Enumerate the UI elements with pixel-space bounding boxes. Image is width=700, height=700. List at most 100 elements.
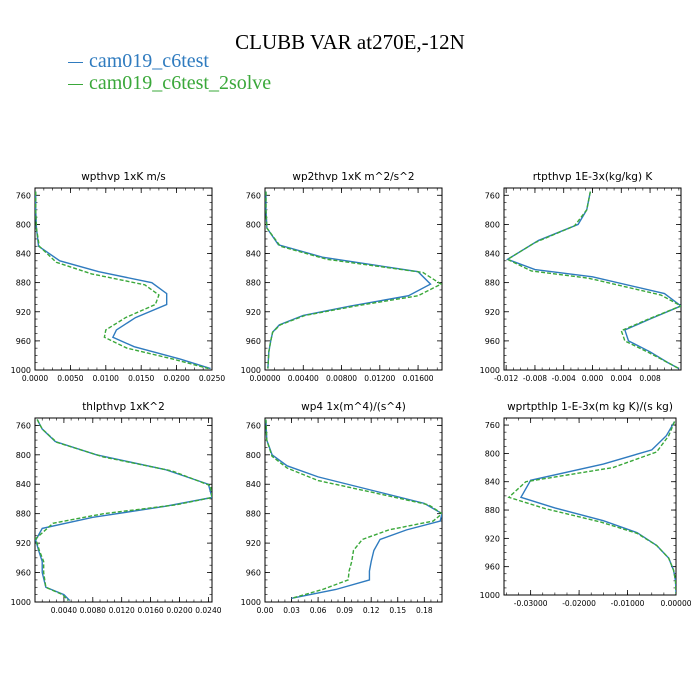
series-line-dashed — [35, 191, 209, 370]
y-tick-label: 800 — [485, 220, 500, 229]
x-tick-label: -0.01000 — [611, 599, 645, 608]
x-tick-label: 0.0100 — [93, 374, 119, 383]
series-line — [506, 191, 681, 370]
y-tick-label: 760 — [16, 421, 31, 430]
chart-panel: wpthvp 1xK m/s76080084088092096010000.00… — [11, 171, 226, 383]
x-tick-label: 0.00400 — [288, 374, 319, 383]
chart-panel: wp4 1x(m^4)/(s^4)76080084088092096010000… — [241, 401, 443, 615]
x-tick-label: 0.0000 — [22, 374, 48, 383]
legend-label: cam019_c6test — [89, 49, 209, 72]
x-tick-label: 0.18 — [416, 606, 433, 615]
x-tick-label: 0.0240 — [195, 606, 221, 615]
y-tick-label: 960 — [485, 337, 500, 346]
series-line-dashed — [265, 191, 442, 369]
series-line — [35, 419, 212, 602]
y-tick-label: 840 — [16, 480, 31, 489]
y-tick-label: 760 — [246, 421, 261, 430]
legend: cam019_c6test cam019_c6test_2solve — [68, 50, 271, 94]
x-tick-label: 0.0080 — [80, 606, 106, 615]
y-tick-label: 840 — [16, 250, 31, 259]
y-tick-label: 920 — [246, 308, 261, 317]
x-tick-label: 0.12 — [363, 606, 380, 615]
x-tick-label: 0.03 — [283, 606, 300, 615]
x-tick-label: 0.008 — [639, 374, 661, 383]
y-tick-label: 880 — [485, 279, 500, 288]
x-tick-label: -0.03000 — [514, 599, 548, 608]
y-tick-label: 920 — [16, 308, 31, 317]
y-tick-label: 880 — [485, 506, 500, 515]
y-tick-label: 1000 — [480, 591, 500, 600]
y-tick-label: 880 — [246, 510, 261, 519]
legend-item: cam019_c6test — [68, 50, 271, 72]
panel-title: thlpthvp 1xK^2 — [82, 401, 165, 413]
x-tick-label: 0.00000 — [660, 599, 691, 608]
x-tick-label: 0.0250 — [199, 374, 225, 383]
x-tick-label: 0.09 — [336, 606, 353, 615]
y-tick-label: 960 — [246, 337, 261, 346]
x-tick-label: 0.0200 — [163, 374, 189, 383]
y-tick-label: 1000 — [241, 598, 261, 607]
y-tick-label: 760 — [16, 191, 31, 200]
x-tick-label: 0.15 — [389, 606, 406, 615]
x-tick-label: 0.0150 — [128, 374, 154, 383]
x-tick-label: -0.012 — [494, 374, 518, 383]
x-tick-label: 0.01200 — [364, 374, 395, 383]
panel-title: rtpthvp 1E-3x(kg/kg) K — [533, 171, 654, 183]
y-tick-label: 840 — [246, 480, 261, 489]
panel-title: wprtpthlp 1-E-3x(m kg K)/(s kg) — [507, 401, 673, 413]
x-tick-label: 0.06 — [310, 606, 327, 615]
panel-title: wpthvp 1xK m/s — [81, 171, 166, 183]
series-line-dashed — [506, 191, 681, 370]
y-tick-label: 880 — [246, 279, 261, 288]
y-tick-label: 920 — [485, 308, 500, 317]
y-tick-label: 960 — [485, 563, 500, 572]
series-line-dashed — [507, 421, 676, 594]
x-tick-label: -0.02000 — [562, 599, 596, 608]
panel-title: wp2thvp 1xK m^2/s^2 — [292, 171, 414, 183]
y-tick-label: 800 — [16, 451, 31, 460]
y-tick-label: 760 — [485, 421, 500, 430]
x-tick-label: 0.004 — [611, 374, 633, 383]
y-tick-label: 880 — [16, 510, 31, 519]
legend-label: cam019_c6test_2solve — [89, 71, 272, 94]
y-tick-label: 840 — [485, 250, 500, 259]
x-tick-label: 0.000 — [582, 374, 604, 383]
series-line-dashed — [35, 419, 212, 602]
y-tick-label: 800 — [246, 451, 261, 460]
chart-panel: wp2thvp 1xK m^2/s^2 760 800 840 880 920 960 100… — [241, 171, 443, 383]
y-tick-label: 800 — [16, 220, 31, 229]
panel-title: wp4 1x(m^4)/(s^4) — [301, 401, 406, 413]
x-tick-label: 0.00000 — [249, 374, 280, 383]
y-tick-label: 960 — [16, 569, 31, 578]
series-line-dashed — [265, 419, 442, 599]
y-tick-label: 800 — [246, 220, 261, 229]
y-tick-label: 1000 — [241, 366, 261, 375]
y-tick-label: 880 — [16, 279, 31, 288]
legend-swatch — [68, 83, 83, 85]
y-tick-label: 760 — [246, 191, 261, 200]
x-tick-label: 0.0040 — [51, 606, 77, 615]
x-tick-label: 0.00 — [257, 606, 274, 615]
x-tick-label: 0.0120 — [109, 606, 135, 615]
x-tick-label: -0.008 — [523, 374, 547, 383]
plot-frame — [264, 187, 443, 371]
plot-frame — [503, 417, 677, 596]
chart-panel: rtpthvp 1E-3x(kg/kg) K 760 800 840 880 920 960… — [480, 171, 682, 383]
x-tick-label: -0.004 — [552, 374, 576, 383]
y-tick-label: 1000 — [11, 598, 31, 607]
y-tick-label: 760 — [485, 191, 500, 200]
page-title: CLUBB VAR at270E,-12N — [235, 30, 465, 54]
x-tick-label: 0.00800 — [326, 374, 357, 383]
plot-frame — [34, 417, 213, 603]
y-tick-label: 920 — [16, 539, 31, 548]
series-line — [265, 191, 432, 369]
x-tick-label: 0.0050 — [57, 374, 83, 383]
chart-panel: wprtpthlp 1-E-3x(m kg K)/(s kg) 760 800 840… — [480, 401, 692, 608]
x-tick-label: 0.0200 — [166, 606, 192, 615]
y-tick-label: 1000 — [11, 366, 31, 375]
series-line — [519, 421, 676, 594]
y-tick-label: 1000 — [480, 366, 500, 375]
series-line — [265, 419, 442, 600]
y-tick-label: 800 — [485, 449, 500, 458]
